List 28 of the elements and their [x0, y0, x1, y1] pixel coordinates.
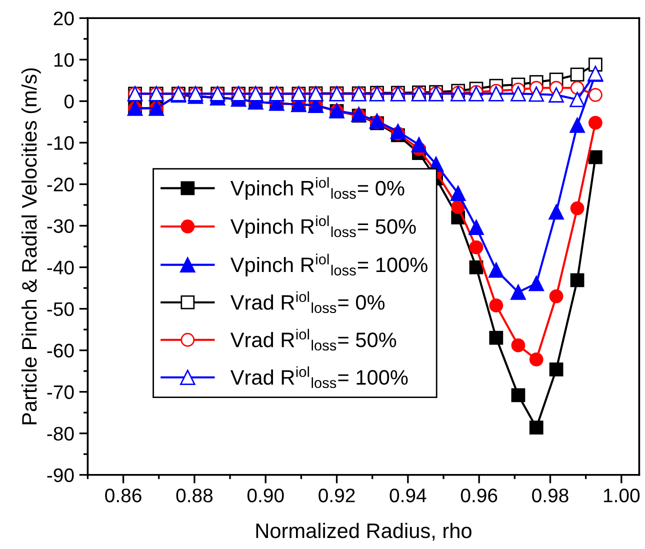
x-tick-label: 0.90	[247, 488, 284, 502]
x-tick-label: 0.94	[390, 488, 426, 502]
x-tick-label: 0.88	[176, 488, 213, 502]
x-tick-label: 1.00	[604, 488, 640, 502]
legend-label: Vpinch R$^{iol}$$_{loss}$= 100%	[230, 254, 428, 276]
legend-label: Vpinch R$^{iol}$$_{loss}$= 50%	[230, 215, 416, 238]
y-tick-label: 20	[54, 12, 74, 26]
x-tick-label: 0.86	[105, 488, 142, 502]
y-tick-label: -20	[47, 178, 74, 192]
y-tick-label: -60	[47, 344, 74, 358]
y-axis-title: Particle Pinch & Radial Velocities (m/s)	[21, 68, 41, 424]
y-tick-label: -40	[47, 260, 74, 274]
legend-label: Vrad R$^{iol}$$_{loss}$= 50%	[230, 328, 396, 351]
y-tick-label: 0	[64, 94, 74, 108]
x-tick-label: 0.92	[318, 488, 355, 502]
y-tick-label: -70	[47, 385, 74, 400]
y-tick-label: -30	[47, 219, 74, 233]
x-axis-title: Normalized Radius, rho	[256, 522, 472, 541]
legend-label: Vrad R$^{iol}$$_{loss}$= 100%	[230, 366, 408, 388]
y-tick-label: -80	[47, 426, 74, 441]
x-tick-label: 0.98	[532, 488, 568, 502]
y-tick-label: -10	[47, 136, 74, 150]
x-tick-label: 0.96	[460, 488, 498, 502]
legend-label: Vpinch R$^{iol}$$_{loss}$= 0%	[230, 177, 404, 200]
legend-label: Vrad R$^{iol}$$_{loss}$= 0%	[230, 291, 385, 314]
y-tick-label: -50	[47, 302, 74, 316]
y-tick-label: 10	[54, 53, 74, 67]
y-tick-label: -90	[47, 468, 74, 482]
